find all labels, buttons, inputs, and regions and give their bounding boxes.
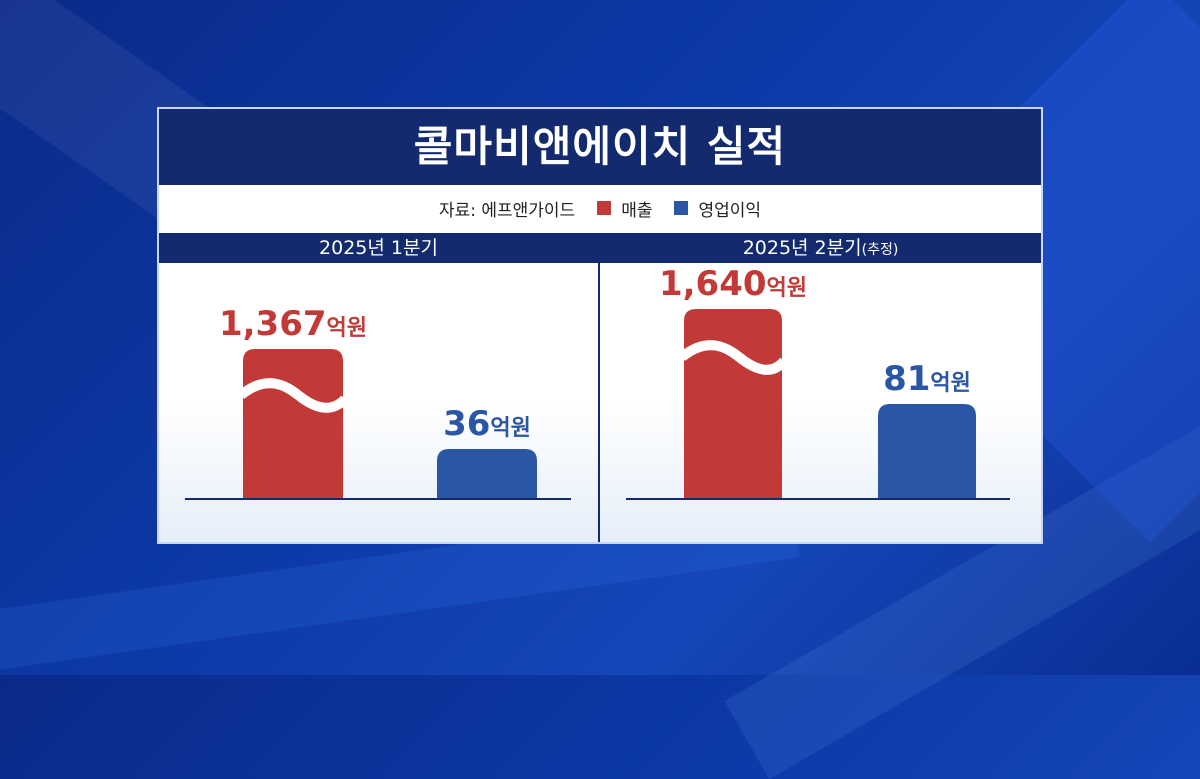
quarter-header: 2025년 2분기(추정)	[600, 233, 1041, 263]
bar-chart-q2: 1,640억원 81억원	[626, 264, 1010, 500]
quarter-panel-q1: 2025년 1분기 1,367억원 36억원	[159, 233, 600, 542]
profit-bar	[878, 404, 976, 499]
profit-legend-label: 영업이익	[698, 200, 762, 221]
sales-bar	[684, 309, 782, 499]
quarter-panel-q2: 2025년 2분기(추정) 1,640억원 81억원	[600, 233, 1041, 542]
chart-title: 콜마비앤에이치 실적	[159, 109, 1041, 185]
profit-legend-swatch	[674, 201, 689, 215]
quarter-header: 2025년 1분기	[159, 233, 598, 263]
sales-value-label: 1,640억원	[659, 264, 807, 304]
source-note: 자료: 에프앤가이드	[438, 200, 576, 221]
sales-bar	[243, 349, 343, 499]
sales-legend-swatch	[597, 201, 612, 215]
axis-break-wave	[678, 340, 788, 375]
quarter-label: 2025년 1분기	[319, 237, 438, 259]
bar-chart-q1: 1,367억원 36억원	[185, 304, 571, 500]
quarter-note: (추정)	[861, 242, 899, 258]
sales-legend-label: 매출	[621, 200, 653, 221]
legend-row: 자료: 에프앤가이드 매출 영업이익	[159, 185, 1041, 231]
earnings-panel: 콜마비앤에이치 실적 자료: 에프앤가이드 매출 영업이익 2025년 1분기 …	[157, 107, 1043, 544]
profit-bar	[437, 449, 537, 499]
profit-value-label: 36억원	[443, 404, 531, 444]
profit-value-label: 81억원	[883, 359, 971, 399]
quarter-label: 2025년 2분기	[742, 237, 862, 259]
axis-break-wave	[237, 378, 349, 413]
sales-value-label: 1,367억원	[219, 304, 367, 344]
